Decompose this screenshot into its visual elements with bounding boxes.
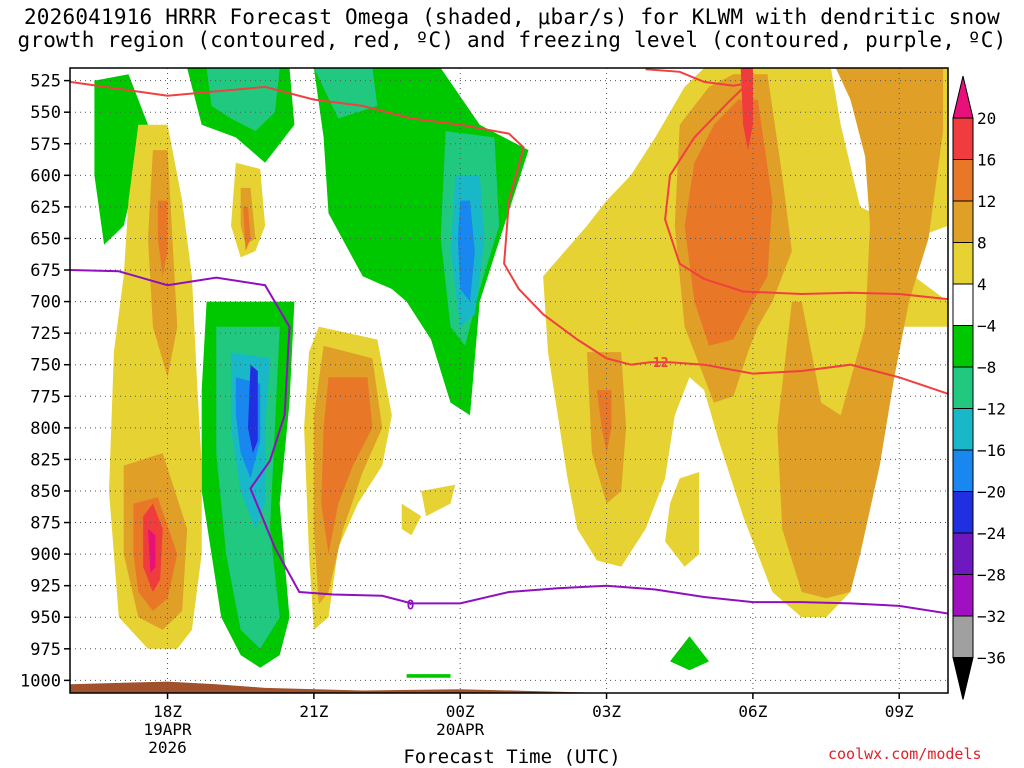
y-tick-label-975: 975 — [30, 640, 61, 660]
colorbar-label-13: −36 — [977, 649, 1006, 668]
colorbar-label-11: −28 — [977, 566, 1006, 585]
x-tick-label-03Z-0: 03Z — [592, 702, 621, 721]
colorbar-swatch-8 — [952, 408, 974, 451]
y-tick-label-825: 825 — [30, 450, 61, 470]
y-tick-label-750: 750 — [30, 356, 61, 376]
y-tick-label-675: 675 — [30, 261, 61, 281]
omega-region-4-3 — [421, 484, 456, 517]
colorbar-swatch-5 — [952, 283, 974, 326]
x-tick-label-06Z-0: 06Z — [738, 702, 767, 721]
omega-region-12-0 — [157, 200, 168, 277]
freezing-level-contour — [70, 269, 948, 615]
omega-region-4-5 — [665, 472, 700, 567]
colorbar-label-3: 8 — [977, 234, 987, 253]
colorbar-swatch-10 — [952, 491, 974, 534]
x-tick-label-09Z-0: 09Z — [885, 702, 914, 721]
omega-region-20-0 — [148, 528, 156, 574]
colorbar-label-1: 16 — [977, 151, 996, 170]
x-axis-title: Forecast Time (UTC) — [403, 746, 621, 768]
omega-region-neg20-0 — [248, 364, 258, 454]
omega-region-8-6 — [777, 68, 944, 599]
colorbar-swatch-12 — [952, 574, 974, 617]
omega-region-neg4-6 — [406, 674, 451, 678]
omega-region-12-4 — [596, 390, 612, 454]
x-tick-label-18Z-1: 19APR — [143, 720, 192, 739]
omega-region-neg8-0 — [206, 68, 280, 132]
title-line-1: 2026041916 HRRR Forecast Omega (shaded, … — [23, 5, 1001, 29]
y-tick-label-625: 625 — [30, 198, 61, 218]
omega-region-12-5 — [684, 99, 773, 346]
freezing-level-label: 0 — [407, 599, 415, 614]
y-tick-label-775: 775 — [30, 387, 61, 407]
title-line-2: growth region (contoured, red, ºC) and f… — [17, 28, 1007, 52]
y-tick-label-525: 525 — [30, 72, 61, 92]
colorbar-swatch-11 — [952, 532, 974, 575]
y-tick-label-550: 550 — [30, 103, 61, 123]
x-tick-label-18Z-2: 2026 — [148, 738, 187, 757]
colorbar-label-12: −32 — [977, 607, 1006, 626]
colorbar-label-4: 4 — [977, 275, 987, 294]
colorbar-label-9: −20 — [977, 483, 1006, 502]
y-tick-label-900: 900 — [30, 545, 61, 565]
colorbar-swatch-7 — [952, 366, 974, 409]
omega-region-12-2 — [321, 377, 373, 555]
y-tick-label-850: 850 — [30, 482, 61, 502]
dgz-contour-1 — [630, 361, 948, 395]
colorbar-swatch-3 — [952, 200, 974, 243]
colorbar-label-8: −16 — [977, 441, 1006, 460]
colorbar-swatch-13 — [952, 615, 974, 658]
chart-title: 2026041916 HRRR Forecast Omega (shaded, … — [0, 6, 1024, 52]
plot-frame — [69, 67, 949, 694]
omega-region-neg4-0 — [94, 74, 148, 245]
colorbar-swatch-9 — [952, 449, 974, 492]
colorbar-label-7: −12 — [977, 400, 1006, 419]
omega-region-neg4-5 — [670, 636, 709, 671]
ground-surface — [70, 681, 948, 693]
site-credit: coolwx.com/models — [828, 745, 982, 763]
omega-region-12-1 — [243, 206, 251, 252]
y-tick-label-875: 875 — [30, 514, 61, 534]
dgz-contour-2 — [645, 68, 948, 301]
y-tick-label-650: 650 — [30, 229, 61, 249]
colorbar-label-10: −24 — [977, 524, 1006, 543]
colorbar-label-2: 12 — [977, 192, 996, 211]
colorbar-swatch-1 — [952, 117, 974, 160]
y-tick-label-800: 800 — [30, 419, 61, 439]
y-tick-label-700: 700 — [30, 293, 61, 313]
colorbar-label-6: −8 — [977, 358, 996, 377]
colorbar-top-arrow — [952, 75, 974, 119]
colorbar-label-0: 20 — [977, 109, 996, 128]
y-tick-label-1000: 1000 — [20, 671, 61, 691]
x-tick-label-00Z-1: 20APR — [436, 720, 485, 739]
y-tick-label-925: 925 — [30, 577, 61, 597]
y-tick-label-725: 725 — [30, 324, 61, 344]
colorbar-swatch-6 — [952, 325, 974, 368]
omega-region-neg16-0 — [457, 200, 475, 302]
colorbar-swatch-4 — [952, 242, 974, 285]
omega-region-4-4 — [401, 503, 422, 536]
x-tick-label-18Z-0: 18Z — [153, 702, 182, 721]
y-tick-label-600: 600 — [30, 166, 61, 186]
dgz-contour-0 — [70, 80, 632, 366]
y-tick-label-950: 950 — [30, 608, 61, 628]
colorbar-bottom-arrow — [952, 657, 974, 700]
dgz-contour-label: 12 — [653, 356, 669, 371]
y-tick-label-575: 575 — [30, 135, 61, 155]
x-tick-label-21Z-0: 21Z — [299, 702, 328, 721]
colorbar-label-5: −4 — [977, 317, 996, 336]
colorbar-swatch-2 — [952, 159, 974, 202]
x-tick-label-00Z-0: 00Z — [446, 702, 475, 721]
